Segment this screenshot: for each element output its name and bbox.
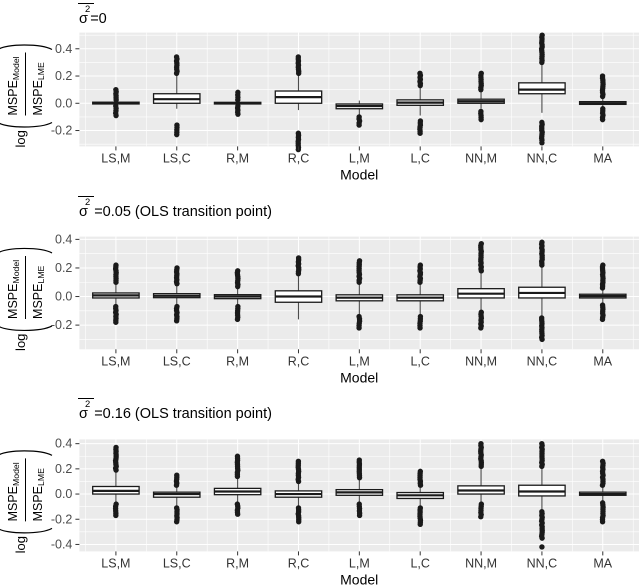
- svg-text:log: log: [13, 334, 28, 351]
- svg-text:-0.2: -0.2: [51, 512, 73, 526]
- svg-text:NN,C: NN,C: [527, 354, 558, 368]
- svg-text:NN,C: NN,C: [527, 556, 558, 570]
- svg-text:0.0: 0.0: [55, 487, 72, 501]
- svg-text:log: log: [13, 536, 28, 553]
- svg-text:LS,C: LS,C: [163, 354, 191, 368]
- svg-text:-0.2: -0.2: [51, 318, 73, 332]
- svg-text:R,C: R,C: [288, 556, 310, 570]
- svg-text:L,M: L,M: [349, 556, 370, 570]
- svg-text:NN,M: NN,M: [465, 556, 497, 570]
- svg-text:-0.2: -0.2: [51, 124, 73, 138]
- svg-text:MA: MA: [593, 151, 612, 165]
- svg-text:NN,M: NN,M: [465, 354, 497, 368]
- svg-text:0.2: 0.2: [55, 69, 72, 83]
- svg-text:LS,C: LS,C: [163, 151, 191, 165]
- svg-text:Model: Model: [340, 571, 378, 587]
- svg-text:log: log: [13, 130, 28, 147]
- svg-text:L,C: L,C: [410, 354, 429, 368]
- svg-text:0.4: 0.4: [55, 42, 72, 56]
- svg-text:R,M: R,M: [226, 151, 249, 165]
- svg-text:R,C: R,C: [288, 354, 310, 368]
- svg-text:0.2: 0.2: [55, 261, 72, 275]
- svg-text:0.0: 0.0: [55, 96, 72, 110]
- svg-text:R,M: R,M: [226, 354, 249, 368]
- svg-text:L,M: L,M: [349, 151, 370, 165]
- svg-text:0.2: 0.2: [55, 462, 72, 476]
- svg-text:0.4: 0.4: [55, 437, 72, 451]
- svg-text:R,M: R,M: [226, 556, 249, 570]
- svg-text:MA: MA: [593, 354, 612, 368]
- svg-text:Model: Model: [340, 166, 378, 182]
- svg-text:MA: MA: [593, 556, 612, 570]
- svg-text:LS,M: LS,M: [101, 151, 130, 165]
- svg-text:L,M: L,M: [349, 354, 370, 368]
- svg-text:-0.4: -0.4: [51, 537, 73, 551]
- svg-text:R,C: R,C: [288, 151, 310, 165]
- svg-text:LS,M: LS,M: [101, 556, 130, 570]
- svg-text:L,C: L,C: [410, 556, 429, 570]
- svg-text:0.0: 0.0: [55, 290, 72, 304]
- svg-text:L,C: L,C: [410, 151, 429, 165]
- svg-text:NN,M: NN,M: [465, 151, 497, 165]
- svg-text:0.4: 0.4: [55, 232, 72, 246]
- svg-text:LS,M: LS,M: [101, 354, 130, 368]
- svg-text:LS,C: LS,C: [163, 556, 191, 570]
- svg-text:NN,C: NN,C: [527, 151, 558, 165]
- svg-text:Model: Model: [340, 369, 378, 385]
